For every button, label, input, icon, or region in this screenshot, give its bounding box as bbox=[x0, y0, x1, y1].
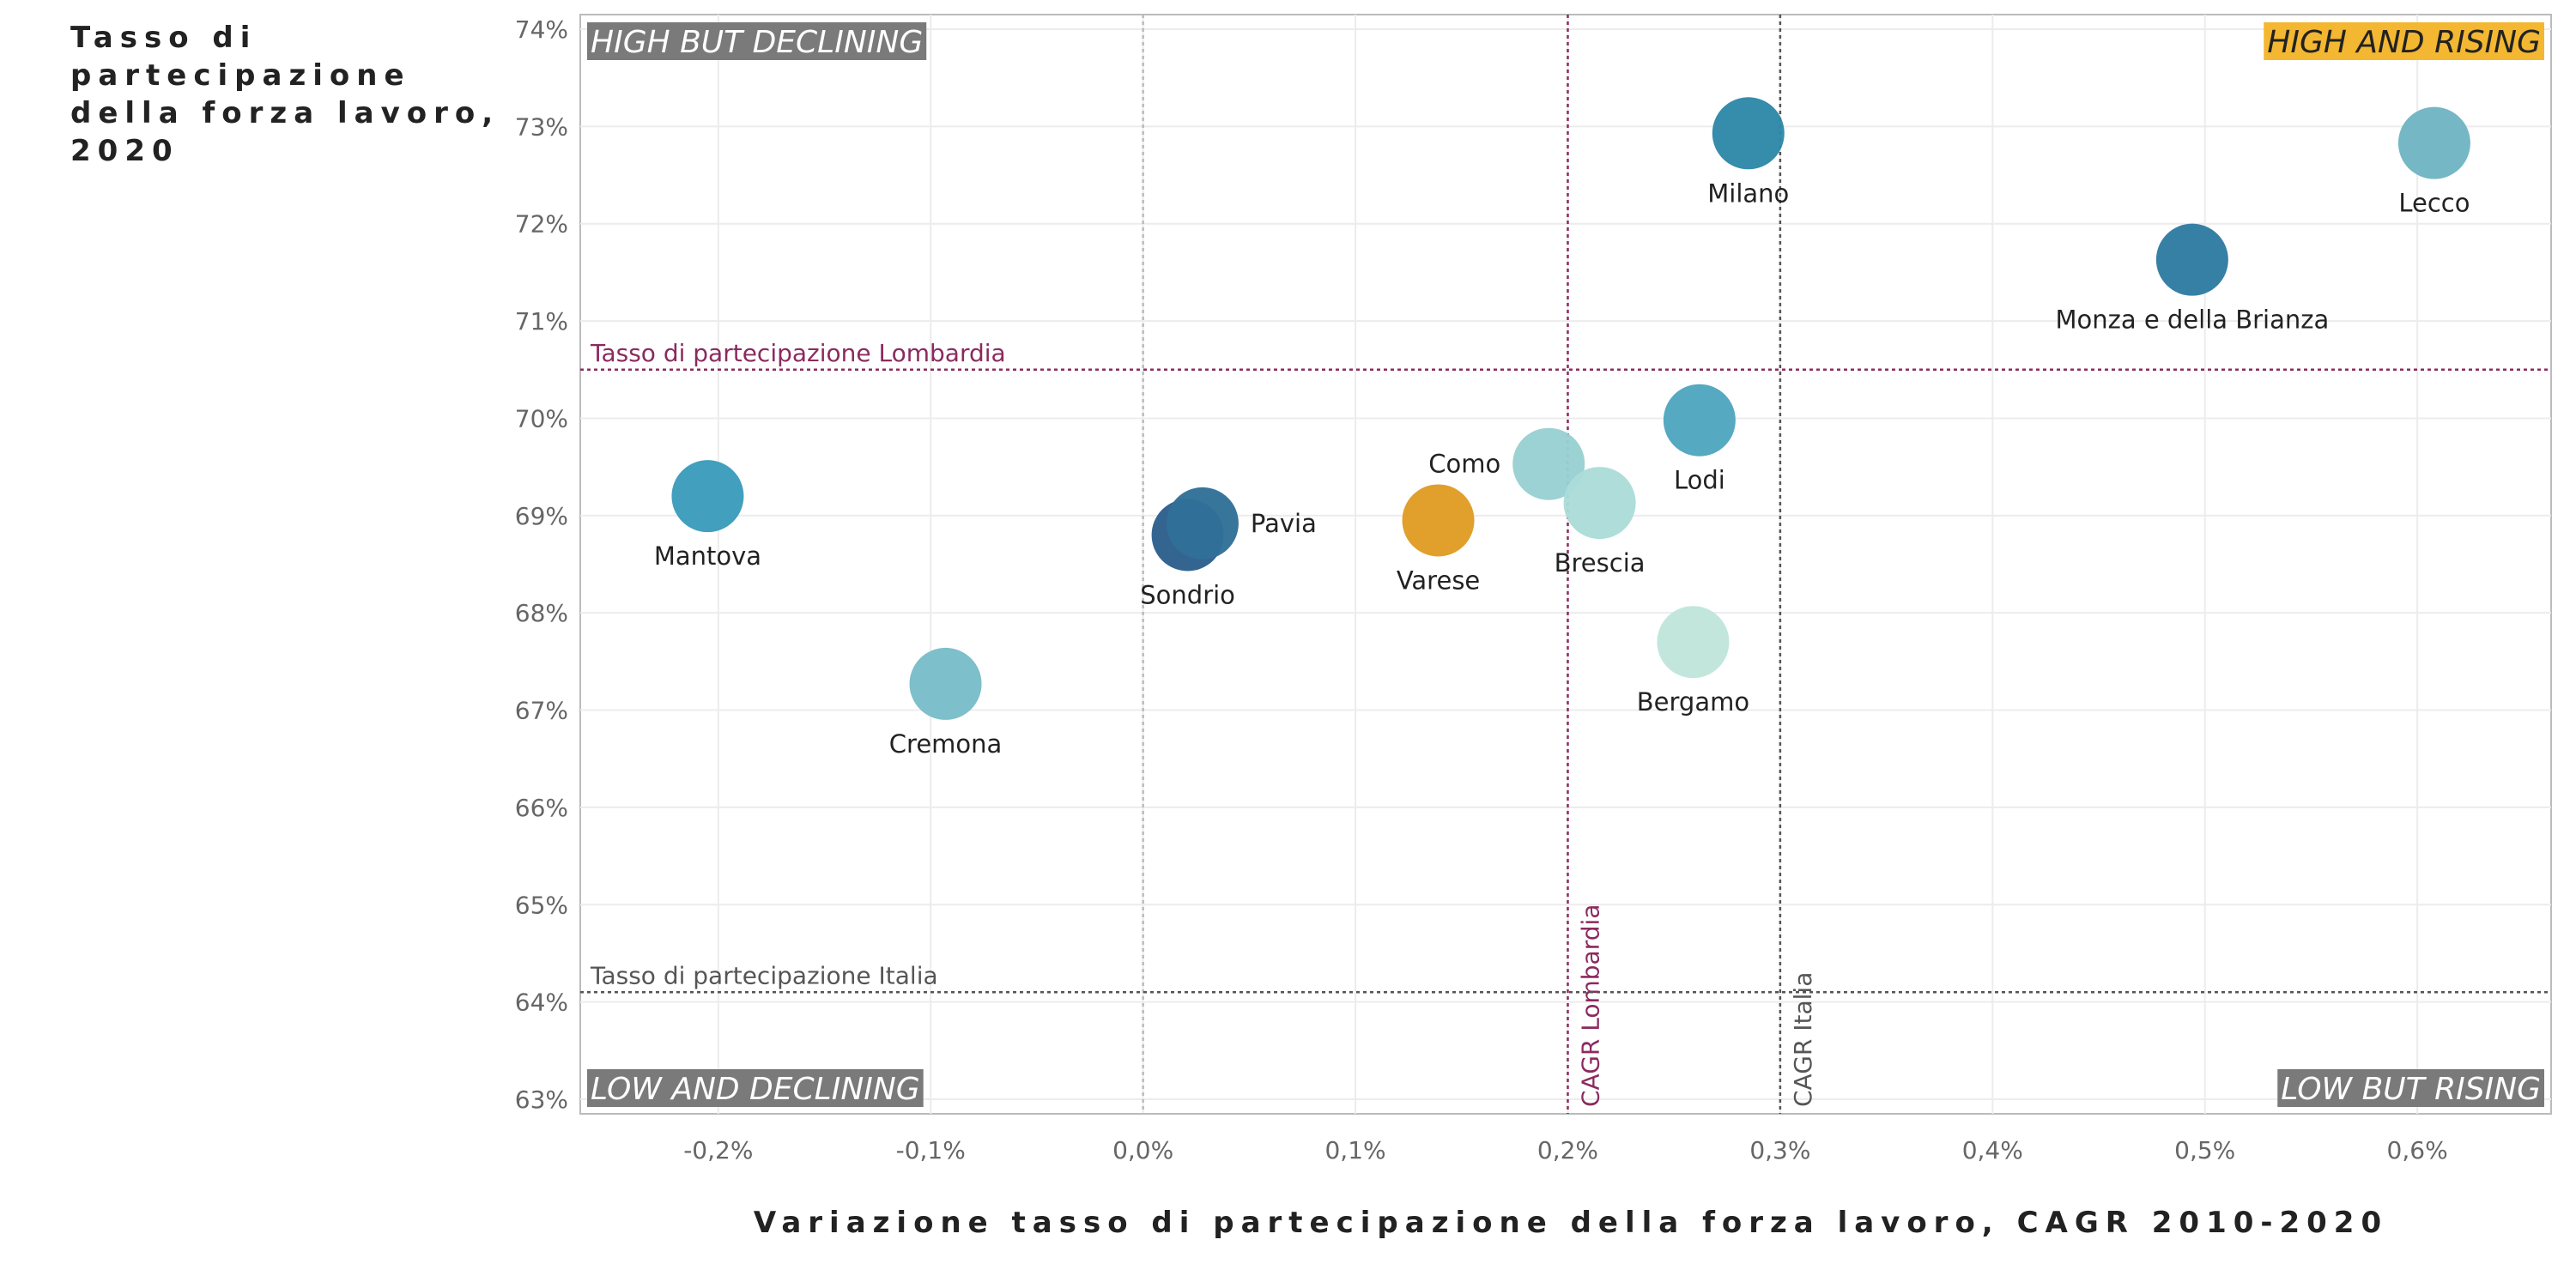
y-tick-label: 67% bbox=[515, 697, 568, 725]
y-axis-title: Tasso di partecipazione della forza lavo… bbox=[70, 21, 500, 168]
y-tick-label: 74% bbox=[515, 15, 568, 44]
quadrant-label: LOW BUT RISING bbox=[2281, 1072, 2541, 1107]
data-point-label: Brescia bbox=[1555, 548, 1646, 578]
data-point bbox=[671, 460, 744, 533]
data-point bbox=[1663, 384, 1736, 457]
quadrant-label-background bbox=[2277, 1069, 2544, 1107]
quadrant-label-background bbox=[2264, 22, 2544, 60]
data-point-label: Como bbox=[1428, 450, 1500, 479]
data-point-label: Bergamo bbox=[1637, 687, 1749, 717]
data-point-label: Mantova bbox=[654, 541, 761, 571]
y-tick-label: 72% bbox=[515, 210, 568, 239]
x-axis-title: Variazione tasso di partecipazione della… bbox=[753, 1206, 2389, 1240]
data-point-label: Lecco bbox=[2398, 189, 2470, 218]
quadrant-label: LOW AND DECLINING bbox=[591, 1072, 920, 1107]
x-tick-label: 0,4% bbox=[1962, 1136, 2023, 1164]
y-tick-label: 71% bbox=[515, 307, 568, 336]
x-tick-label: -0,2% bbox=[683, 1136, 753, 1164]
quadrant-label: HIGH AND RISING bbox=[2267, 25, 2541, 60]
data-point-label: Milano bbox=[1707, 178, 1789, 208]
y-tick-label: 64% bbox=[515, 989, 568, 1017]
x-tick-label: 0,3% bbox=[1749, 1136, 1810, 1164]
data-point bbox=[1512, 427, 1585, 500]
y-tick-label: 65% bbox=[515, 891, 568, 919]
x-tick-label: -0,1% bbox=[896, 1136, 966, 1164]
data-point bbox=[1402, 484, 1475, 557]
data-point bbox=[909, 647, 982, 720]
vertical-reference-label: CAGR Lombardia bbox=[1576, 904, 1604, 1107]
y-tick-label: 66% bbox=[515, 794, 568, 822]
quadrant-label-background bbox=[587, 22, 927, 60]
data-point bbox=[1563, 467, 1636, 540]
data-point-label: Monza e della Brianza bbox=[2055, 305, 2329, 335]
data-point-label: Pavia bbox=[1251, 509, 1317, 538]
horizontal-reference-label: Tasso di partecipazione Lombardia bbox=[590, 339, 1006, 367]
data-point-label: Cremona bbox=[889, 729, 1003, 759]
data-point-label: Lodi bbox=[1674, 466, 1725, 495]
y-tick-label: 69% bbox=[515, 502, 568, 530]
x-tick-label: 0,0% bbox=[1112, 1136, 1173, 1164]
data-point-label: Varese bbox=[1397, 565, 1480, 595]
data-point bbox=[1712, 97, 1785, 170]
x-tick-label: 0,6% bbox=[2387, 1136, 2448, 1164]
quadrant-label: HIGH BUT DECLINING bbox=[591, 25, 923, 60]
y-tick-label: 68% bbox=[515, 599, 568, 627]
data-point bbox=[2397, 106, 2470, 179]
x-tick-label: 0,1% bbox=[1324, 1136, 1385, 1164]
vertical-reference-label: CAGR Italia bbox=[1789, 972, 1817, 1107]
data-point bbox=[1166, 487, 1239, 559]
y-tick-label: 73% bbox=[515, 112, 568, 141]
data-point-label: Sondrio bbox=[1140, 580, 1235, 609]
data-point bbox=[2155, 223, 2228, 296]
y-tick-label: 63% bbox=[515, 1086, 568, 1114]
x-tick-label: 0,2% bbox=[1537, 1136, 1598, 1164]
plot-area bbox=[579, 14, 2552, 1115]
x-tick-label: 0,5% bbox=[2174, 1136, 2235, 1164]
horizontal-reference-label: Tasso di partecipazione Italia bbox=[590, 961, 938, 989]
y-tick-label: 70% bbox=[515, 404, 568, 432]
data-point bbox=[1657, 606, 1730, 679]
quadrant-label-background bbox=[587, 1069, 924, 1107]
